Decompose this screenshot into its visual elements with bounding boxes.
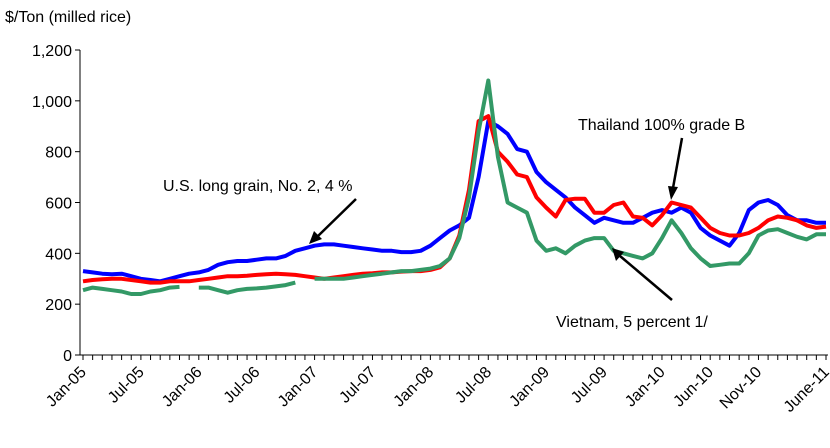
y-axis-label: $/Ton (milled rice) <box>5 9 131 26</box>
y-tick-label: 800 <box>45 145 72 162</box>
x-tick-label: Nov-10 <box>717 364 766 413</box>
arrowhead <box>309 231 322 244</box>
y-tick-label: 1,000 <box>32 94 72 111</box>
arrowhead <box>668 186 678 200</box>
x-tick-label: Jan-10 <box>622 364 669 411</box>
y-tick-label: 600 <box>45 196 72 213</box>
y-tick-label: 400 <box>45 246 72 263</box>
x-tick-label: Jul-09 <box>568 364 611 407</box>
y-tick-label: 200 <box>45 297 72 314</box>
x-tick-label: Jun-10 <box>670 364 717 411</box>
x-tick-label: Jul-08 <box>452 364 495 407</box>
x-tick-label: Jul-06 <box>221 364 264 407</box>
x-tick-label: Jan-05 <box>43 364 90 411</box>
x-tick-label: June-11 <box>781 364 830 416</box>
arrows <box>309 137 684 301</box>
arrow <box>317 198 357 237</box>
x-tick-label: Jan-07 <box>275 364 322 411</box>
arrow <box>671 137 684 189</box>
x-tick-label: Jan-09 <box>506 364 553 411</box>
series-line <box>82 78 826 296</box>
x-tick-label: Jan-06 <box>159 364 206 411</box>
y-tick-label: 0 <box>63 348 72 365</box>
annotation: U.S. long grain, No. 2, 4 % <box>163 178 352 195</box>
x-tick-label: Jul-05 <box>105 364 148 407</box>
annotation: Vietnam, 5 percent 1/ <box>556 314 708 331</box>
x-tick-label: Jul-07 <box>336 364 379 407</box>
annotation: Thailand 100% grade B <box>578 117 745 134</box>
arrow <box>619 255 673 301</box>
y-tick-label: 1,200 <box>32 43 72 60</box>
x-tick-label: Jan-08 <box>391 364 438 411</box>
arrowhead <box>612 248 624 261</box>
series-line <box>82 119 826 284</box>
series-line <box>82 114 827 285</box>
